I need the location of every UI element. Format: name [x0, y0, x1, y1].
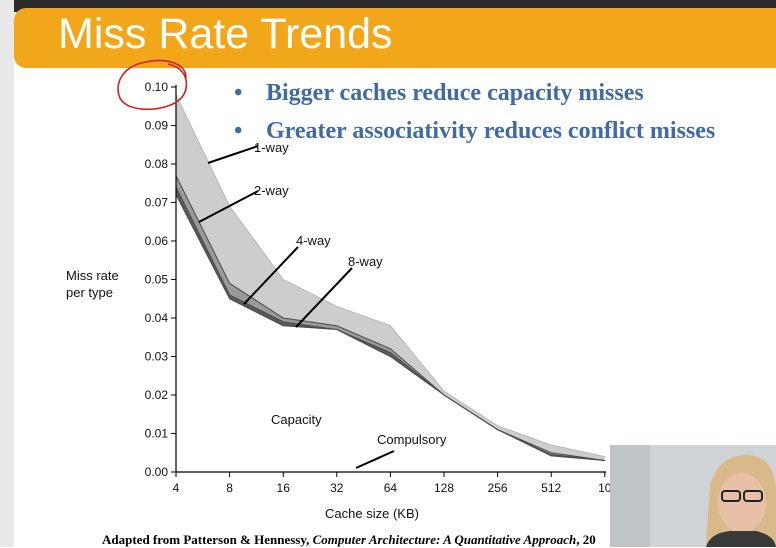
- leader-line-4-way: [243, 246, 299, 305]
- glasses-left-icon: [721, 490, 741, 502]
- y-tick-label: 0.10: [145, 80, 169, 94]
- y-tick-label: 0.00: [145, 465, 169, 479]
- y-tick-label: 0.09: [145, 119, 169, 133]
- y-tick-label: 0.04: [145, 311, 169, 325]
- presenter-face: [718, 473, 766, 533]
- series-label-8-way: 8-way: [348, 254, 383, 269]
- x-tick-label: 512: [541, 481, 561, 495]
- presenter-shirt: [706, 531, 776, 547]
- x-tick-label: 128: [434, 481, 454, 495]
- leader-line-compulsory: [355, 450, 395, 469]
- y-tick-label: 0.08: [145, 157, 169, 171]
- red-circle-annotation-icon: [117, 59, 188, 111]
- leader-line-2-way: [198, 190, 259, 223]
- bullet-text: Bigger caches reduce capacity misses: [266, 80, 644, 106]
- series-label-2-way: 2-way: [254, 183, 289, 198]
- y-tick-label: 0.02: [145, 388, 169, 402]
- y-axis-label: per type: [66, 285, 113, 300]
- citation-suffix: , 20: [576, 532, 596, 547]
- citation-book-title: Computer Architecture: A Quantitative Ap…: [312, 532, 577, 547]
- window-left-edge: [0, 0, 14, 547]
- x-tick-label: 64: [384, 481, 398, 495]
- bullet-dot-icon: •: [234, 118, 243, 144]
- leader-line-1-way: [207, 145, 259, 164]
- leader-line-8-way: [295, 267, 353, 328]
- glasses-right-icon: [743, 490, 763, 502]
- bullet-dot-icon: •: [234, 80, 243, 106]
- band-1-way: [176, 94, 605, 461]
- x-tick-label: 16: [277, 481, 291, 495]
- title-banner: [14, 8, 776, 68]
- bullet-item: • Bigger caches reduce capacity misses: [234, 74, 715, 112]
- y-tick-label: 0.07: [145, 196, 169, 210]
- y-tick-label: 0.05: [145, 273, 169, 287]
- y-tick-label: 0.01: [145, 427, 169, 441]
- series-line-8-way: [175, 194, 605, 461]
- x-tick-label: 8: [226, 481, 233, 495]
- annotation-capacity: Capacity: [271, 412, 322, 427]
- bullet-item: • Greater associativity reduces conflict …: [234, 112, 715, 150]
- x-tick-label: 256: [488, 481, 508, 495]
- y-axis-label: Miss rate: [66, 268, 119, 283]
- slide-title: Miss Rate Trends: [58, 10, 393, 58]
- series-line-1-way: [175, 94, 605, 458]
- citation-prefix: Adapted from Patterson & Hennessy,: [102, 532, 313, 547]
- bullet-list: • Bigger caches reduce capacity misses • G…: [234, 74, 715, 150]
- series-line-2-way: [175, 175, 605, 461]
- bullet-text: Greater associativity reduces conflict m…: [266, 118, 716, 144]
- x-tick-label: 4: [173, 481, 180, 495]
- x-axis-label: Cache size (KB): [325, 506, 419, 521]
- annotation-compulsory: Compulsory: [377, 432, 447, 447]
- series-label-4-way: 4-way: [296, 233, 331, 248]
- y-tick-label: 0.06: [145, 234, 169, 248]
- series-line-4-way: [175, 186, 605, 461]
- x-tick-label: 10: [598, 481, 612, 495]
- video-wall-shadow: [610, 445, 650, 547]
- band-2-way: [176, 175, 605, 461]
- x-tick-label: 32: [330, 481, 344, 495]
- series-label-1-way: 1-way: [254, 140, 289, 155]
- webcam-overlay: [610, 445, 776, 547]
- presenter-video: [610, 445, 776, 547]
- y-tick-label: 0.03: [145, 350, 169, 364]
- citation-footer: Adapted from Patterson & Hennessy, Compu…: [102, 532, 596, 548]
